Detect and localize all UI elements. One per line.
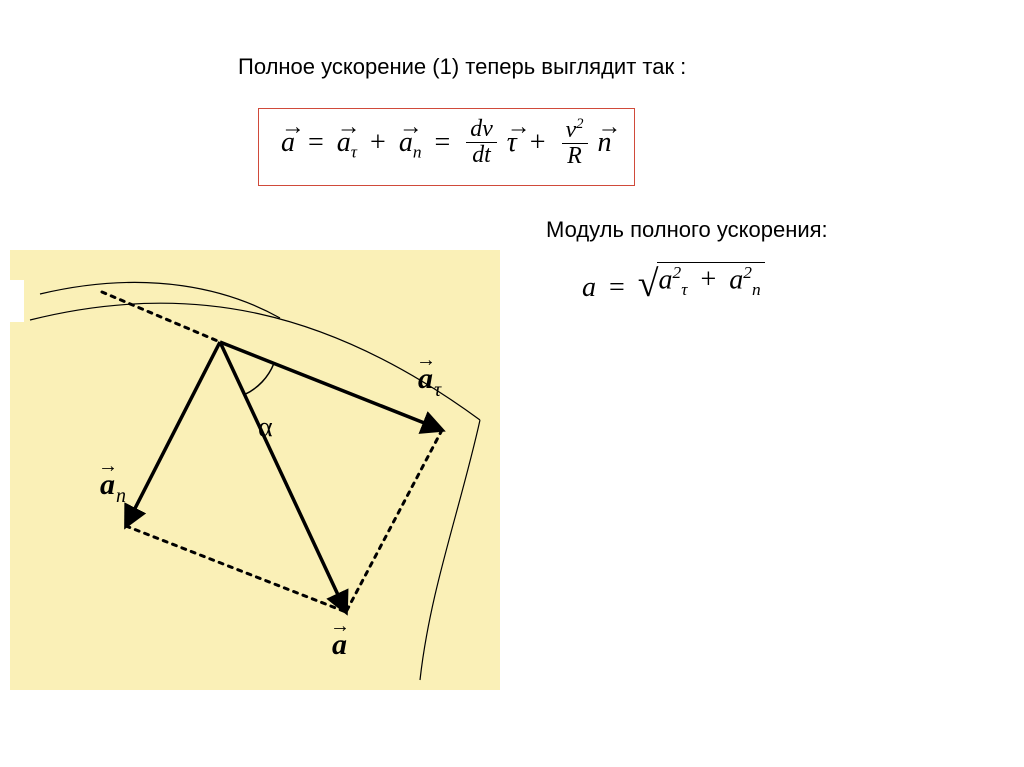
svg-text:α: α <box>258 412 273 443</box>
fraction-dv-dt: dv dt <box>466 117 496 168</box>
heading-full-acceleration: Полное ускорение (1) теперь выглядит так… <box>238 54 686 80</box>
equals-2: = <box>435 127 451 158</box>
formula-full-acceleration: a = aτ + an = dv dt τ + v2 R n <box>258 108 635 186</box>
svg-text:→: → <box>416 349 436 371</box>
svg-text:→: → <box>330 615 350 637</box>
plus-2: + <box>530 127 546 158</box>
svg-text:→: → <box>98 455 118 477</box>
vec-a: a <box>281 128 295 159</box>
vec-n: n <box>598 128 612 159</box>
sqrt: √ a2τ + a2n <box>638 262 765 299</box>
equals-1: = <box>308 127 324 158</box>
plus-1: + <box>370 127 386 158</box>
vec-a-tau: aτ <box>337 128 357 162</box>
svg-text:τ: τ <box>434 379 442 401</box>
vec-a-n: an <box>399 128 422 162</box>
radicand: a2τ + a2n <box>657 262 765 299</box>
formula-magnitude: a = √ a2τ + a2n <box>582 262 765 304</box>
fraction-v2-r: v2 R <box>562 117 588 169</box>
heading-magnitude: Модуль полного ускорения: <box>546 217 828 243</box>
equals-3: = <box>609 272 625 303</box>
acceleration-diagram: aτ→an→a→α <box>10 250 500 690</box>
magnitude-lhs: a <box>582 272 596 303</box>
vec-tau: τ <box>507 128 517 159</box>
svg-text:n: n <box>116 485 126 507</box>
radical-sign: √ <box>638 269 659 299</box>
